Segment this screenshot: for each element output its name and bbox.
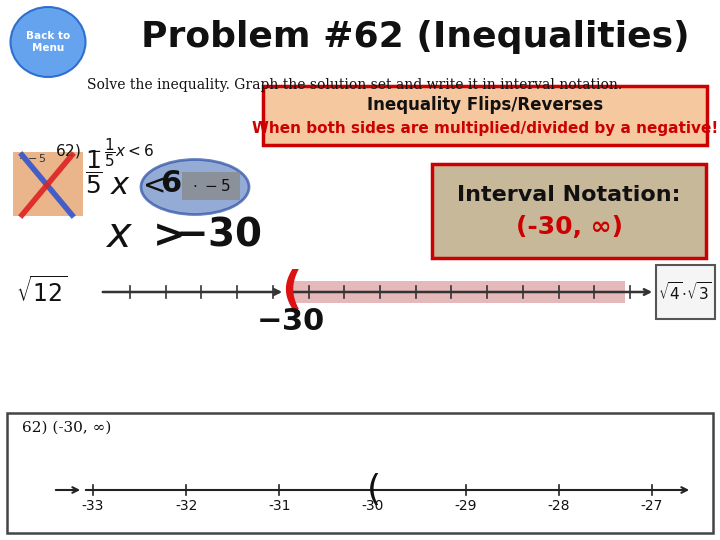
Bar xyxy=(290,281,625,303)
Text: (-30, ∞): (-30, ∞) xyxy=(516,215,623,239)
Text: $\mathbf{6}$: $\mathbf{6}$ xyxy=(161,170,181,199)
Text: -33: -33 xyxy=(82,499,104,513)
Text: Interval Notation:: Interval Notation: xyxy=(457,185,680,205)
Text: -31: -31 xyxy=(268,499,291,513)
Text: $\mathbf{-30}$: $\mathbf{-30}$ xyxy=(256,307,324,336)
Text: $\mathbf{-30}$: $\mathbf{-30}$ xyxy=(175,216,262,254)
FancyBboxPatch shape xyxy=(182,172,240,200)
Ellipse shape xyxy=(11,7,86,77)
Text: $\mathbf{(}$: $\mathbf{(}$ xyxy=(281,268,300,312)
Text: $\cdot\ -5$: $\cdot\ -5$ xyxy=(192,178,230,194)
FancyBboxPatch shape xyxy=(263,86,707,145)
Text: When both sides are multiplied/divided by a negative!: When both sides are multiplied/divided b… xyxy=(252,120,718,136)
Text: 62) (-30, ∞): 62) (-30, ∞) xyxy=(22,421,112,435)
Text: $\dfrac{1}{5}$: $\dfrac{1}{5}$ xyxy=(85,148,103,196)
Text: -28: -28 xyxy=(548,499,570,513)
Text: Solve the inequality. Graph the solution set and write it in interval notation.: Solve the inequality. Graph the solution… xyxy=(87,78,623,92)
Text: $\mathit{x}$: $\mathit{x}$ xyxy=(110,171,131,199)
Text: Back to
Menu: Back to Menu xyxy=(26,31,70,53)
Text: -32: -32 xyxy=(175,499,197,513)
Text: $\sqrt{12}$: $\sqrt{12}$ xyxy=(16,276,68,307)
Text: $($: $($ xyxy=(366,471,379,507)
Text: Inequality Flips/Reverses: Inequality Flips/Reverses xyxy=(367,96,603,114)
Text: $\cdot\ -5$: $\cdot\ -5$ xyxy=(18,152,47,164)
Ellipse shape xyxy=(141,159,249,214)
FancyBboxPatch shape xyxy=(432,164,706,258)
Text: -29: -29 xyxy=(454,499,477,513)
Text: $<$: $<$ xyxy=(137,171,165,199)
Text: $\mathit{x}$: $\mathit{x}$ xyxy=(105,214,133,256)
Text: -27: -27 xyxy=(641,499,663,513)
FancyBboxPatch shape xyxy=(7,413,713,533)
FancyBboxPatch shape xyxy=(656,265,715,319)
Text: $62)\ -\dfrac{1}{5}x < 6$: $62)\ -\dfrac{1}{5}x < 6$ xyxy=(55,137,154,170)
FancyBboxPatch shape xyxy=(13,152,83,216)
Text: $\sqrt{4}\!\cdot\!\sqrt{3}$: $\sqrt{4}\!\cdot\!\sqrt{3}$ xyxy=(658,281,712,303)
Text: Problem #62 (Inequalities): Problem #62 (Inequalities) xyxy=(140,20,689,54)
Text: -30: -30 xyxy=(361,499,384,513)
Text: $\mathbf{>}$: $\mathbf{>}$ xyxy=(145,216,183,254)
